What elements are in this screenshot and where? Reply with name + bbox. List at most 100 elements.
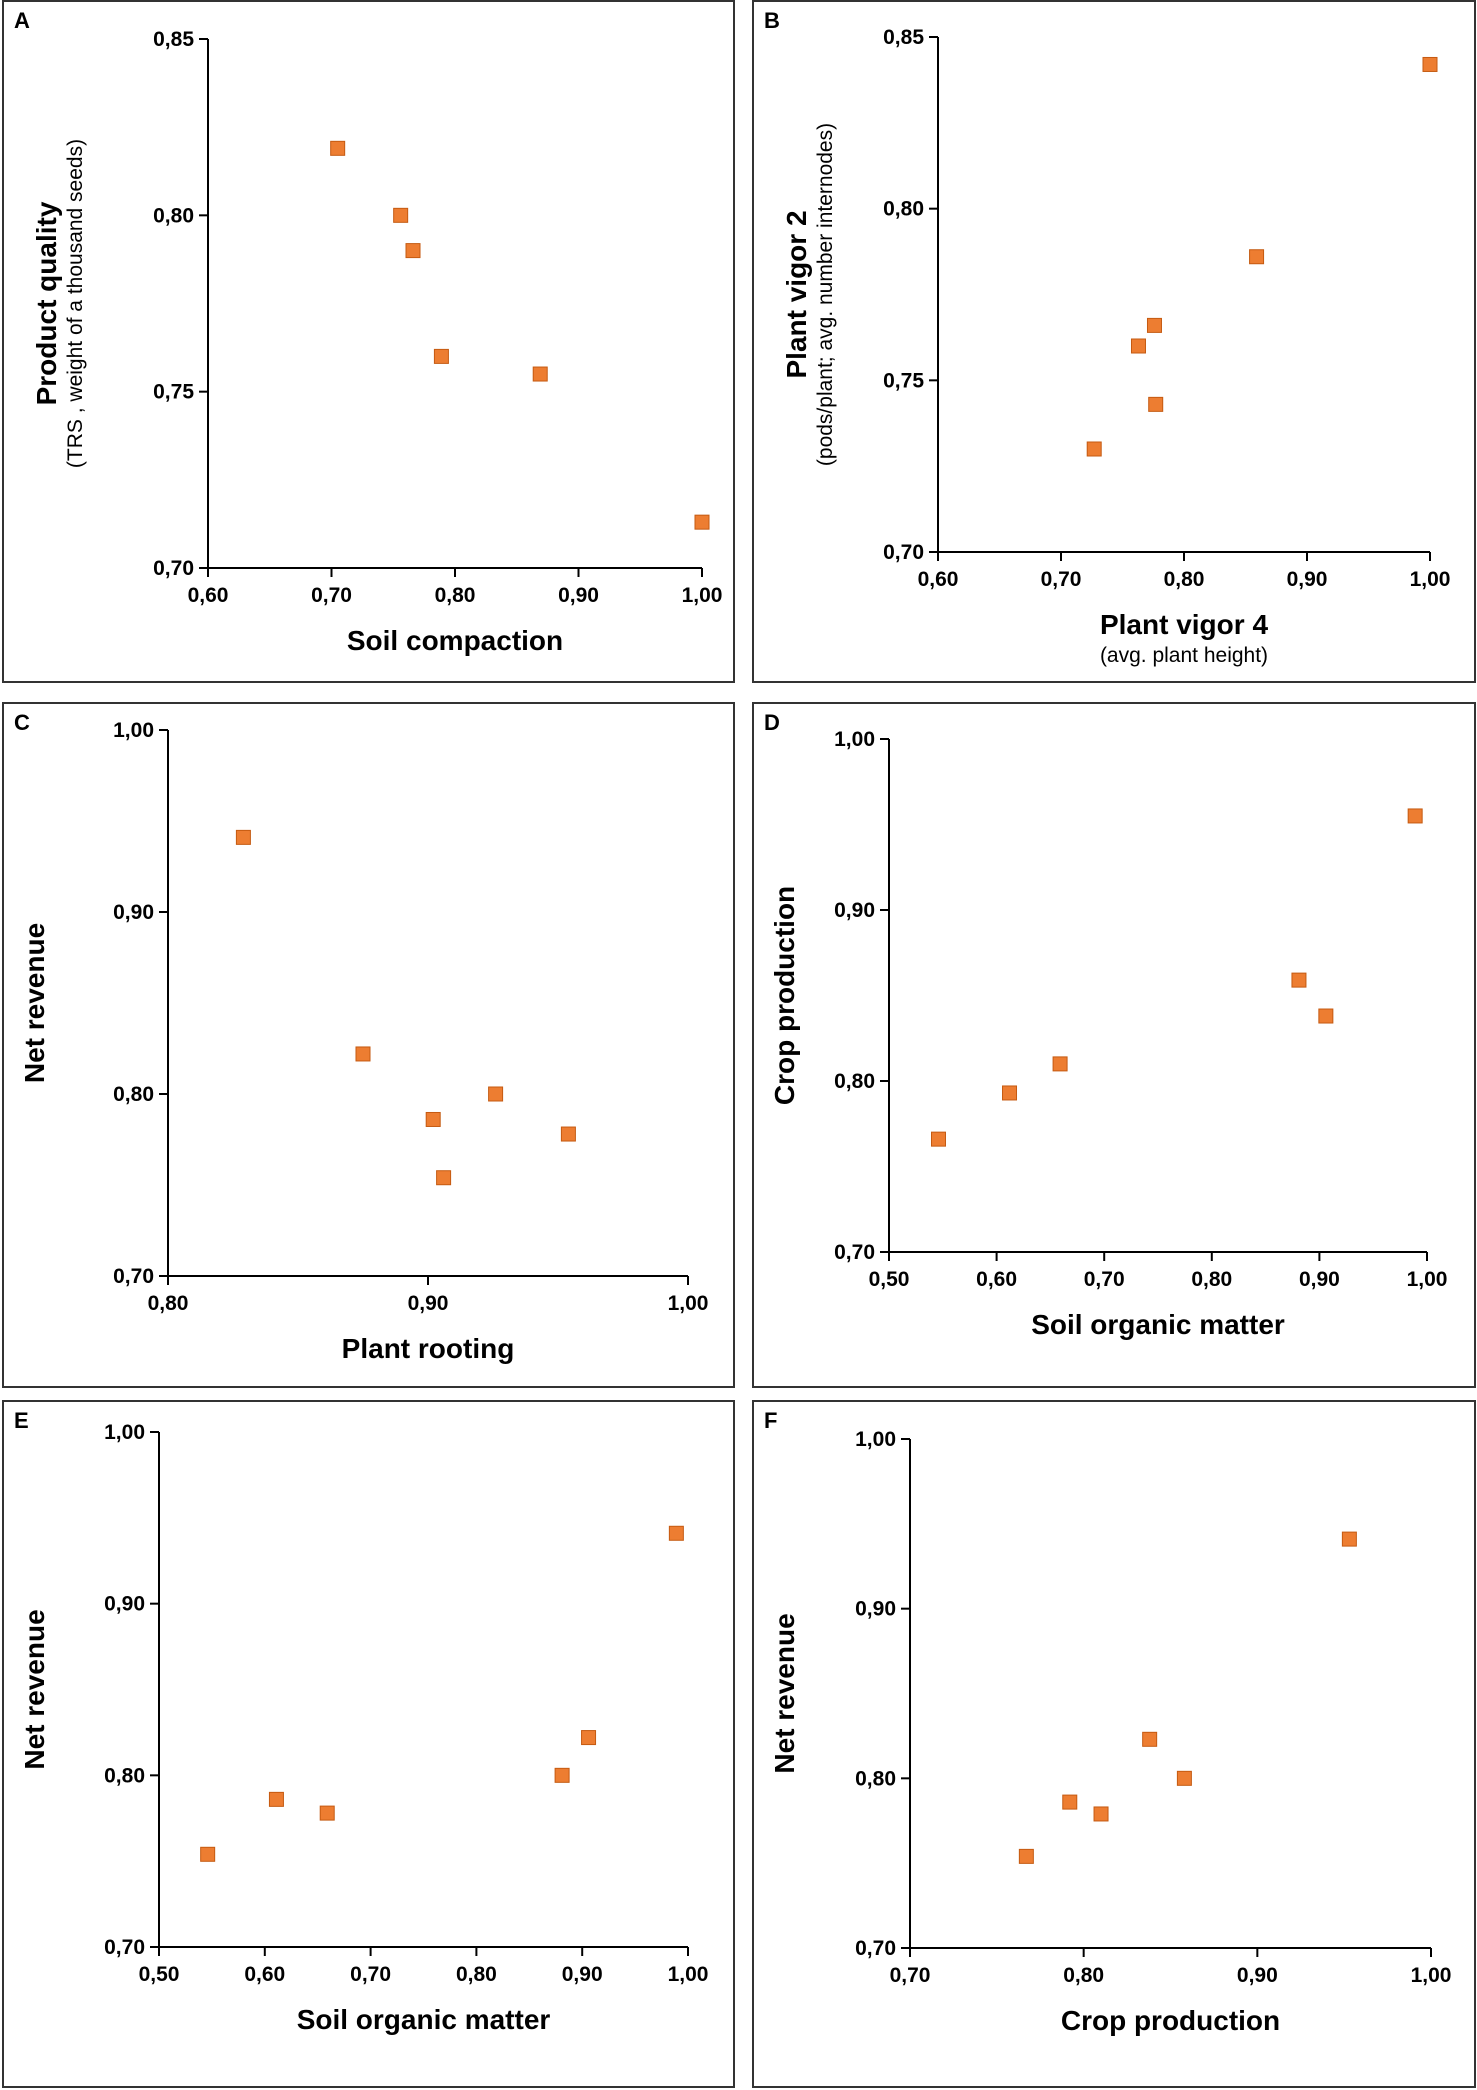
x-tick-label: 0,80 [148,1292,189,1315]
y-tick-label: 0,80 [883,198,924,221]
data-point [436,1170,452,1186]
x-tick-label: 0,90 [1287,568,1328,591]
data-point [1407,808,1423,824]
panel-b: B 0,60 0,70 0,80 0,90 1,00 0,70 0,75 0,80 0,85 Pla… [752,0,1476,683]
y-axis-title: Product quality [31,201,62,405]
x-tick-label: 1,00 [668,1963,709,1986]
x-axis-title: Plant rooting [342,1333,515,1364]
x-tick-label: 0,60 [188,584,229,607]
x-axis-title: Soil organic matter [1031,1309,1285,1340]
scatter-chart: D 0,50 0,60 0,70 0,80 0,90 1,00 0,70 0,80 0,90 1,0… [764,710,1448,1340]
y-tick-label: 0,80 [834,1070,875,1093]
y-tick-label: 0,70 [855,1937,896,1960]
data-point [560,1126,576,1142]
x-tick-label: 0,70 [350,1963,391,1986]
panel-letter: E [14,1408,29,1433]
y-tick-label: 0,80 [153,204,194,227]
x-tick-label: 0,70 [890,1964,931,1987]
data-point [1062,1794,1078,1810]
x-tick-label: 1,00 [682,584,723,607]
y-tick-label: 0,80 [113,1083,154,1106]
panel-d: D 0,50 0,60 0,70 0,80 0,90 1,00 0,70 0,80 0,90 1,0… [752,702,1476,1388]
x-tick-label: 0,80 [1164,568,1205,591]
y-axis-title: Net revenue [19,1609,50,1769]
x-tick-label: 0,80 [1063,1964,1104,1987]
x-axis-title: Soil organic matter [297,2004,551,2035]
x-tick-label: 1,00 [1410,568,1451,591]
panel-letter: D [764,710,780,735]
y-axis-title: Crop production [769,886,800,1105]
data-point [1093,1806,1109,1822]
x-tick-label: 0,90 [1299,1268,1340,1291]
scatter-chart: C 0,80 0,90 1,00 0,70 0,80 0,90 1,00 Plant rooti… [14,710,709,1364]
data-point [200,1846,216,1862]
data-point [425,1111,441,1127]
y-tick-label: 0,70 [883,541,924,564]
data-point [268,1791,284,1807]
x-tick-label: 0,90 [558,584,599,607]
data-point [532,366,548,382]
data-point [319,1805,335,1821]
x-axis-title: Plant vigor 4 [1100,609,1268,640]
y-tick-label: 0,90 [104,1593,145,1616]
data-point [393,207,409,223]
y-tick-label: 0,70 [104,1936,145,1959]
data-point [1086,441,1102,457]
panel-letter: F [764,1408,777,1433]
data-point [1291,972,1307,988]
data-point [235,829,251,845]
x-tick-label: 0,90 [1237,1964,1278,1987]
data-point [1142,1731,1158,1747]
scatter-chart: E 0,50 0,60 0,70 0,80 0,90 1,00 0,70 0,80 0,90 1,0… [14,1408,709,2035]
panel-f: F 0,70 0,80 0,90 1,00 0,70 0,80 0,90 1,00 Crop pr… [752,1400,1476,2088]
panel-letter: C [14,710,30,735]
x-tick-label: 0,50 [869,1268,910,1291]
y-tick-label: 0,90 [855,1598,896,1621]
x-tick-label: 0,70 [1084,1268,1125,1291]
x-tick-label: 0,90 [408,1292,449,1315]
data-point [668,1525,684,1541]
data-point [694,514,710,530]
y-tick-label: 1,00 [834,728,875,751]
y-tick-label: 0,75 [883,369,924,392]
x-tick-label: 0,70 [1041,568,1082,591]
y-tick-label: 0,70 [153,557,194,580]
x-tick-label: 0,60 [976,1268,1017,1291]
data-point [1249,249,1265,265]
data-point [930,1131,946,1147]
y-tick-label: 0,90 [834,899,875,922]
y-axis-title: Net revenue [19,923,50,1083]
data-point [1341,1531,1357,1547]
data-point [1176,1770,1192,1786]
x-tick-label: 0,70 [311,584,352,607]
x-tick-label: 0,60 [244,1963,285,1986]
data-point [488,1086,504,1102]
data-point [330,140,346,156]
scatter-chart: F 0,70 0,80 0,90 1,00 0,70 0,80 0,90 1,00 Crop pr… [764,1408,1451,2036]
y-tick-label: 0,80 [855,1767,896,1790]
x-tick-label: 0,60 [918,568,959,591]
panel-letter: A [14,8,30,33]
x-axis-subtitle: (avg. plant height) [1100,644,1268,667]
y-tick-label: 0,80 [104,1764,145,1787]
x-tick-label: 1,00 [668,1292,709,1315]
data-point [405,243,421,259]
panel-letter: B [764,8,780,33]
data-point [1018,1848,1034,1864]
y-axis-title: Net revenue [769,1613,800,1773]
x-tick-label: 0,80 [1191,1268,1232,1291]
y-axis-title: Plant vigor 2 [781,210,812,378]
data-point [581,1730,597,1746]
x-tick-label: 0,80 [435,584,476,607]
y-tick-label: 1,00 [855,1428,896,1451]
scatter-chart: A 0,60 0,70 0,80 0,90 1,00 0,70 0,75 0,80 0,85 Soi… [14,8,723,656]
panel-c: C 0,80 0,90 1,00 0,70 0,80 0,90 1,00 Plant rooti… [2,702,735,1388]
scatter-chart: B 0,60 0,70 0,80 0,90 1,00 0,70 0,75 0,80 0,85 Pla… [764,8,1451,667]
y-tick-label: 0,70 [834,1241,875,1264]
y-axis-subtitle: (TRS , weight of a thousand seeds) [64,139,87,468]
panel-e: E 0,50 0,60 0,70 0,80 0,90 1,00 0,70 0,80 0,90 1,0… [2,1400,735,2088]
x-tick-label: 1,00 [1407,1268,1448,1291]
x-tick-label: 0,90 [562,1963,603,1986]
y-tick-label: 0,85 [153,28,194,51]
data-point [554,1767,570,1783]
